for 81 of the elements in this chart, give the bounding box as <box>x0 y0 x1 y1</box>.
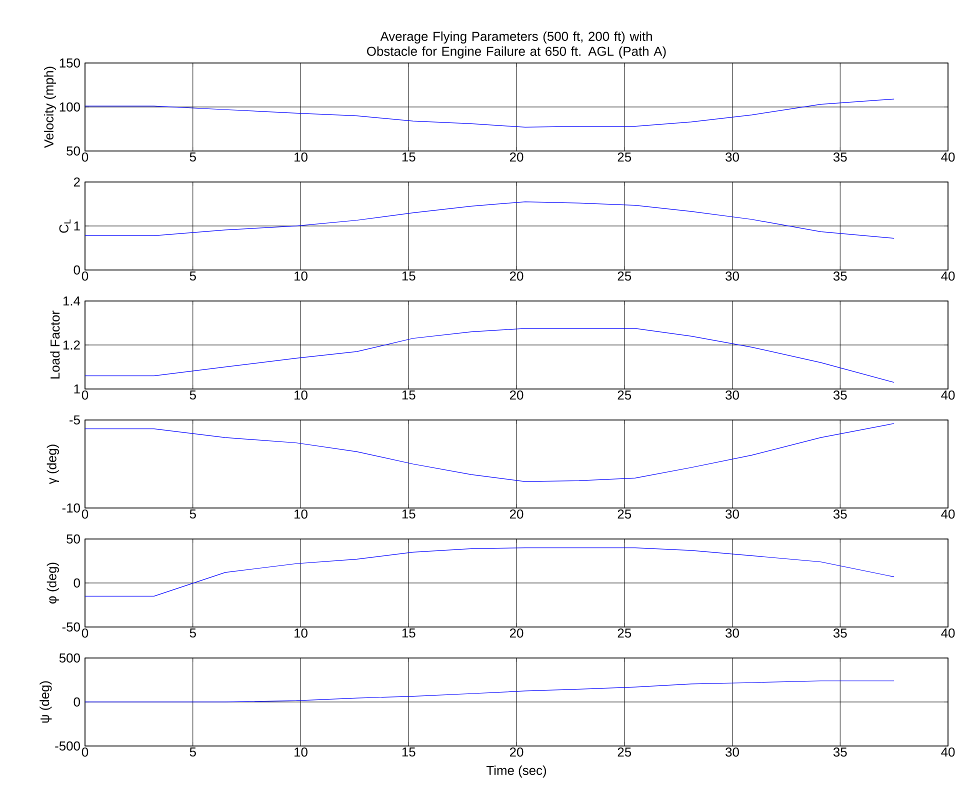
y-tick-label: 0 <box>74 697 80 707</box>
x-tick-label: 10 <box>294 152 308 162</box>
x-tick-label: 40 <box>941 271 955 281</box>
x-tick-label: 15 <box>402 272 416 281</box>
x-tick-label: 5 <box>190 748 196 757</box>
y-axis-title: ψ (deg) <box>40 681 52 723</box>
x-tick-label: 25 <box>618 390 632 400</box>
x-tick-label: 30 <box>726 390 739 400</box>
x-tick-label: 0 <box>82 628 88 638</box>
x-tick-label: 5 <box>190 272 196 281</box>
y-axis-title: γ (deg) <box>46 444 59 484</box>
x-tick-label: 20 <box>510 747 524 757</box>
y-tick-label: 1.4 <box>63 296 80 306</box>
x-tick-label: 15 <box>402 152 416 162</box>
x-tick-label: 10 <box>294 271 308 281</box>
x-tick-label: 25 <box>618 510 632 519</box>
x-tick-label: 10 <box>294 390 308 400</box>
x-tick-label: 0 <box>82 271 88 281</box>
y-tick-label: 100 <box>60 102 80 112</box>
x-tick-label: 40 <box>941 628 955 638</box>
line-series <box>85 201 894 239</box>
x-tick-label: 20 <box>510 390 524 400</box>
x-axis-title: Time (sec) <box>486 765 546 778</box>
x-tick-label: 0 <box>82 390 88 400</box>
y-axis-title: φ (deg) <box>46 562 59 604</box>
x-tick-label: 5 <box>190 390 196 400</box>
x-tick-label: 0 <box>82 747 88 757</box>
y-tick-label: 500 <box>59 653 80 663</box>
x-tick-label: 35 <box>833 628 847 638</box>
line-series <box>85 423 894 482</box>
x-tick-label: 20 <box>510 510 524 519</box>
x-tick-label: 35 <box>833 152 847 162</box>
x-tick-label: 10 <box>294 628 308 638</box>
x-tick-label: 0 <box>82 510 88 519</box>
x-tick-label: 15 <box>402 628 416 638</box>
y-axis-title: Load Factor <box>50 310 60 378</box>
x-tick-label: 40 <box>941 747 955 757</box>
x-tick-label: 20 <box>510 271 524 281</box>
x-tick-label: 25 <box>618 152 632 162</box>
y-tick-label: 1 <box>74 384 80 394</box>
y-tick-label: -500 <box>55 741 80 751</box>
line-series <box>85 98 894 128</box>
x-tick-label: 35 <box>833 510 847 519</box>
x-tick-label: 25 <box>618 747 632 757</box>
y-tick-label: -5 <box>70 415 80 424</box>
x-tick-label: 5 <box>190 628 196 638</box>
x-tick-label: 30 <box>726 510 739 519</box>
x-tick-label: 30 <box>726 628 739 638</box>
y-tick-label: 1.2 <box>63 340 80 350</box>
y-tick-label: 50 <box>66 534 80 544</box>
x-tick-label: 35 <box>833 390 847 400</box>
y-tick-label: 150 <box>60 58 80 68</box>
y-tick-label: 50 <box>66 146 80 156</box>
y-axis-title: Velocity (mph) <box>44 66 56 148</box>
x-tick-label: 10 <box>294 510 308 519</box>
y-tick-label: 1 <box>74 222 80 230</box>
y-tick-label: -50 <box>62 622 80 632</box>
chart-title: Average Flying Parameters (500 ft, 200 ft) with Obstacle for Engine Failure at 650 ft. AGL (Path A) <box>367 31 666 58</box>
x-tick-label: 0 <box>82 152 88 162</box>
y-axis-title: C$_{L}$ <box>59 219 70 233</box>
x-tick-label: 40 <box>941 152 955 162</box>
x-tick-label: 30 <box>726 152 739 162</box>
x-tick-label: 25 <box>618 271 632 281</box>
x-tick-label: 35 <box>833 271 847 281</box>
y-tick-label: -10 <box>62 503 80 513</box>
x-tick-label: 40 <box>941 390 955 400</box>
x-tick-label: 25 <box>618 628 632 638</box>
x-tick-label: 5 <box>190 510 196 519</box>
x-tick-label: 30 <box>726 747 739 757</box>
x-tick-label: 40 <box>941 510 955 519</box>
x-tick-label: 15 <box>402 510 416 519</box>
y-tick-label: 0 <box>74 578 80 588</box>
x-tick-label: 35 <box>833 747 847 757</box>
x-tick-label: 15 <box>402 390 416 400</box>
x-tick-label: 20 <box>510 152 524 162</box>
x-tick-label: 20 <box>510 628 524 638</box>
x-tick-label: 10 <box>294 747 308 757</box>
x-tick-label: 15 <box>402 748 416 757</box>
y-tick-label: 2 <box>74 177 80 186</box>
x-tick-label: 30 <box>726 271 739 281</box>
x-tick-label: 5 <box>190 152 196 162</box>
